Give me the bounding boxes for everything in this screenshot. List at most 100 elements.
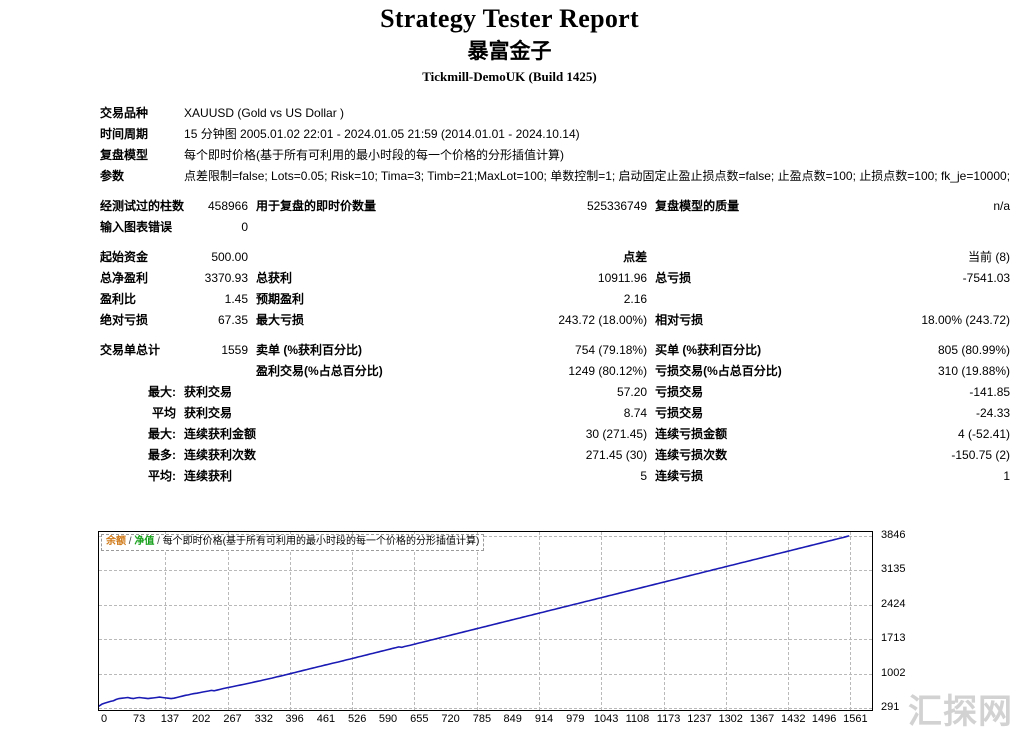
ticks-value: 525336749 bbox=[587, 199, 648, 213]
chart-gridlines bbox=[99, 532, 872, 710]
gridline-vertical bbox=[352, 532, 354, 710]
max-cons-wins-value: 30 (271.45) bbox=[585, 427, 648, 441]
table-row-drawdown: 绝对亏损 67.35 最大亏损 243.72 (18.00%) 相对亏损 18.… bbox=[100, 310, 1010, 331]
gross-loss-cell: 总亏损 -7541.03 bbox=[655, 268, 1010, 289]
profit-factor-label: 盈利比 bbox=[100, 292, 137, 306]
loss-trades-label: 亏损交易(%占总百分比) bbox=[655, 364, 782, 378]
average-profit-label: 获利交易 bbox=[184, 406, 233, 420]
max-cons-losses-value: 4 (-52.41) bbox=[958, 427, 1011, 441]
average-loss-label: 亏损交易 bbox=[655, 406, 704, 420]
gross-loss-label: 总亏损 bbox=[655, 271, 692, 285]
table-row-initial-deposit: 起始资金 500.00 点差 当前 (8) bbox=[100, 247, 1010, 268]
legend-separator-1: / bbox=[128, 536, 132, 547]
gridline-vertical bbox=[850, 532, 852, 710]
gridline-horizontal bbox=[99, 639, 872, 641]
table-row-maximum-consecutive: 最大: 连续获利金额 30 (271.45) 连续亏损金额 4 (-52.41) bbox=[100, 424, 1010, 445]
maximal-drawdown-label: 最大亏损 bbox=[256, 313, 305, 327]
x-axis-tick-label: 590 bbox=[378, 713, 398, 725]
legend-separator-2: / bbox=[157, 536, 160, 547]
long-positions-label: 买单 (%获利百分比) bbox=[655, 343, 762, 357]
loss-trades-cell: 亏损交易(%占总百分比) 310 (19.88%) bbox=[655, 361, 1010, 382]
gridline-horizontal bbox=[99, 536, 872, 537]
max-cons-losses-cell: 连续亏损金额 4 (-52.41) bbox=[655, 424, 1010, 445]
legend-balance-label: 余额 bbox=[106, 536, 126, 547]
largest-profit-value: 57.20 bbox=[617, 385, 648, 399]
x-axis-tick-label: 526 bbox=[348, 713, 367, 725]
long-positions-cell: 买单 (%获利百分比) 805 (80.99%) bbox=[655, 340, 1010, 361]
chart-y-axis: 3846 3135 2424 1713 1002 291 bbox=[877, 529, 937, 713]
avg-cons-losses-value: 1 bbox=[1003, 469, 1011, 483]
spread-label: 点差 bbox=[623, 250, 648, 264]
symbol-value: XAUUSD (Gold vs US Dollar ) bbox=[184, 106, 345, 120]
model-value: 每个即时价格(基于所有可利用的最小时段的每一个价格的分形插值计算) bbox=[184, 148, 565, 162]
y-axis-tick-label: 1713 bbox=[881, 632, 906, 645]
initial-deposit-value: 500.00 bbox=[211, 250, 249, 264]
y-axis-tick-label: 3846 bbox=[881, 529, 906, 541]
x-axis-tick-label: 785 bbox=[472, 713, 492, 725]
table-row-symbol: 交易品种 XAUUSD (Gold vs US Dollar ) bbox=[100, 103, 1010, 124]
x-axis-tick-label: 914 bbox=[534, 713, 554, 725]
gridline-vertical bbox=[725, 532, 727, 710]
chart-legend: 余额 / 净值 / 每个即时价格(基于所有可利用的最小时段的每一个价格的分形插值… bbox=[101, 534, 485, 551]
max-cons-profit-label: 连续获利次数 bbox=[184, 448, 257, 462]
gridline-horizontal bbox=[99, 570, 872, 572]
table-row-average: 平均 获利交易 8.74 亏损交易 -24.33 bbox=[100, 403, 1010, 424]
x-axis-tick-label: 267 bbox=[223, 713, 242, 725]
avg-cons-losses-label: 连续亏损 bbox=[655, 469, 704, 483]
bars-value: 458966 bbox=[207, 199, 249, 213]
profit-factor-value: 1.45 bbox=[224, 292, 249, 306]
table-row-profit-trades: 盈利交易(%占总百分比) 1249 (80.12%) 亏损交易(%占总百分比) … bbox=[100, 361, 1010, 382]
largest-loss-value: -141.85 bbox=[969, 385, 1011, 399]
report-header: Strategy Tester Report 暴富金子 Tickmill-Dem… bbox=[0, 0, 1019, 85]
table-row-most-consecutive: 最多: 连续获利次数 271.45 (30) 连续亏损次数 -150.75 (2… bbox=[100, 445, 1010, 466]
average-loss-cell: 亏损交易 -24.33 bbox=[655, 403, 1010, 424]
total-net-profit-label: 总净盈利 bbox=[100, 271, 149, 285]
max-cons-loss-label: 连续亏损次数 bbox=[655, 448, 728, 462]
x-axis-tick-label: 332 bbox=[254, 713, 273, 725]
average2-label: 平均: bbox=[148, 469, 177, 483]
table-row-parameters: 参数 点差限制=false; Lots=0.05; Risk=10; Tima=… bbox=[100, 166, 1010, 187]
expected-payoff-value: 2.16 bbox=[623, 292, 648, 306]
max-cons-wins-label: 连续获利金额 bbox=[184, 427, 257, 441]
largest-label: 最大: bbox=[148, 385, 177, 399]
gridline-vertical bbox=[788, 532, 790, 710]
y-axis-tick-label: 291 bbox=[881, 701, 900, 713]
expert-name: 暴富金子 bbox=[467, 40, 552, 63]
gridline-horizontal bbox=[99, 708, 872, 709]
table-row-bars: 经测试过的柱数 458966 用于复盘的即时价数量 525336749 复盘模型… bbox=[100, 196, 1010, 217]
table-row-average-consecutive: 平均: 连续获利 5 连续亏损 1 bbox=[100, 466, 1010, 487]
chart-line-svg bbox=[99, 535, 850, 707]
gridline-vertical bbox=[663, 532, 665, 710]
equity-chart: 余额 / 净值 / 每个即时价格(基于所有可利用的最小时段的每一个价格的分形插值… bbox=[98, 531, 873, 711]
period-value: 15 分钟图 2005.01.02 22:01 - 2024.01.05 21:… bbox=[184, 127, 580, 141]
largest-loss-label: 亏损交易 bbox=[655, 385, 704, 399]
average-loss-value: -24.33 bbox=[976, 406, 1011, 420]
x-axis-tick-label: 1367 bbox=[749, 713, 775, 725]
gridline-vertical bbox=[227, 532, 229, 710]
gross-profit-label: 总获利 bbox=[256, 271, 293, 285]
gridline-vertical bbox=[601, 532, 603, 710]
max-cons-loss-cell: 连续亏损次数 -150.75 (2) bbox=[655, 445, 1010, 466]
relative-drawdown-cell: 相对亏损 18.00% (243.72) bbox=[655, 310, 1010, 331]
y-axis-tick-label: 3135 bbox=[881, 563, 906, 576]
avg-cons-wins-value: 5 bbox=[640, 469, 648, 483]
y-axis-tick-label: 2424 bbox=[881, 597, 906, 610]
x-axis-tick-label: 1108 bbox=[625, 713, 650, 725]
average-label: 平均 bbox=[152, 406, 177, 420]
avg-cons-losses-cell: 连续亏损 1 bbox=[655, 466, 1010, 487]
avg-cons-wins-label: 连续获利 bbox=[184, 469, 233, 483]
gross-profit-value: 10911.96 bbox=[597, 271, 648, 285]
quality-cell: 复盘模型的质量 n/a bbox=[655, 196, 1010, 217]
long-positions-value: 805 (80.99%) bbox=[938, 343, 1011, 357]
profit-trades-label: 盈利交易(%占总百分比) bbox=[256, 364, 383, 378]
mismatch-value: 0 bbox=[241, 220, 249, 234]
short-positions-label: 卖单 (%获利百分比) bbox=[256, 343, 363, 357]
parameters-value: 点差限制=false; Lots=0.05; Risk=10; Tima=3; … bbox=[184, 169, 1011, 183]
maximal-drawdown-value: 243.72 (18.00%) bbox=[558, 313, 648, 327]
relative-drawdown-value: 18.00% (243.72) bbox=[921, 313, 1011, 327]
x-axis-tick-label: 0 bbox=[100, 713, 108, 725]
gridline-horizontal bbox=[99, 673, 872, 675]
gridline-vertical bbox=[476, 532, 478, 710]
most-label: 最多: bbox=[148, 448, 177, 462]
table-row-largest: 最大: 获利交易 57.20 亏损交易 -141.85 bbox=[100, 382, 1010, 403]
